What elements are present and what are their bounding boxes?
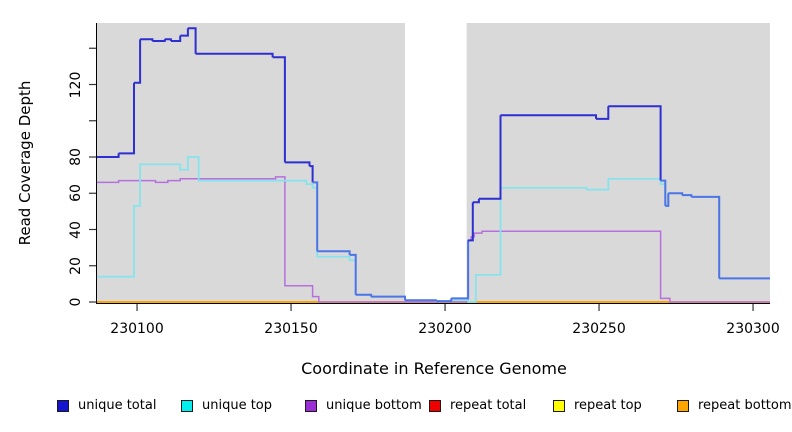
series-unique-total-line (665, 193, 670, 207)
legend-swatch-unique-top (181, 399, 193, 412)
legend-swatch-repeat-top (553, 399, 565, 412)
legend-item-repeat-total: repeat total (429, 398, 526, 413)
series-unique-total-line (691, 195, 721, 279)
series-unique-total-line (371, 295, 406, 301)
legend-label: unique top (202, 398, 273, 413)
series-unique-total-line (451, 240, 470, 300)
series-unique-total-line (478, 115, 502, 200)
legend-item-unique-total: unique total (57, 398, 156, 413)
y-axis-title: Read Coverage Depth (16, 80, 34, 246)
series-unique-total-line (134, 39, 142, 84)
x-tick-label: 230100 (110, 321, 164, 337)
x-tick-label: 230300 (726, 321, 780, 337)
series-unique-total-line (97, 153, 120, 158)
series-unique-total-line (180, 28, 189, 37)
y-tick-label: 60 (68, 184, 84, 203)
series-unique-total-line (272, 56, 286, 163)
series-unique-total-line (309, 165, 314, 183)
legend-swatch-repeat-total (429, 399, 441, 412)
legend-label: unique total (78, 398, 157, 413)
legend-item-unique-bottom: unique bottom (305, 398, 422, 413)
x-tick-label: 230200 (418, 321, 472, 337)
legend-swatch-unique-bottom (305, 399, 317, 412)
series-unique-total-line (317, 250, 351, 255)
y-tick-label: 120 (68, 71, 84, 98)
legend-item-repeat-bottom: repeat bottom (677, 398, 792, 413)
series-unique-total-line (170, 35, 182, 42)
legend-swatch-repeat-bottom (677, 399, 689, 412)
series-unique-total-line (608, 105, 662, 181)
series-unique-total-line (312, 181, 319, 252)
series-unique-total-line (187, 27, 197, 54)
series-unique-total-line (468, 202, 474, 242)
y-tick-label: 0 (68, 297, 84, 307)
series-unique-bottom-line (97, 176, 770, 303)
y-tick-label: 20 (68, 256, 84, 275)
series-unique-total-line (472, 198, 480, 204)
series-unique-total-line (349, 253, 357, 295)
legend: unique total unique top unique bottom repea… (0, 398, 792, 420)
x-tick-label: 230250 (572, 321, 626, 337)
series-group (97, 27, 770, 303)
masked-region (405, 20, 467, 304)
series-unique-total-line (660, 179, 667, 206)
legend-swatch-unique-total (57, 399, 69, 412)
y-tick-label: 80 (68, 148, 84, 166)
legend-label: repeat total (450, 398, 527, 413)
series-unique-total-line (195, 52, 274, 58)
x-tick-label: 230150 (264, 321, 318, 337)
series-unique-total-line (596, 106, 610, 120)
legend-item-repeat-top: repeat top (553, 398, 642, 413)
y-tick-label: 40 (68, 220, 84, 239)
legend-label: repeat top (574, 398, 642, 413)
x-axis-title: Coordinate in Reference Genome (301, 359, 567, 378)
series-unique-total-line (118, 82, 135, 155)
series-unique-total-line (405, 299, 437, 302)
legend-item-unique-top: unique top (181, 398, 272, 413)
series-unique-total-line (284, 161, 311, 167)
legend-label: unique bottom (326, 398, 422, 413)
legend-label: repeat bottom (698, 398, 792, 413)
series-unique-total-line (500, 114, 597, 119)
